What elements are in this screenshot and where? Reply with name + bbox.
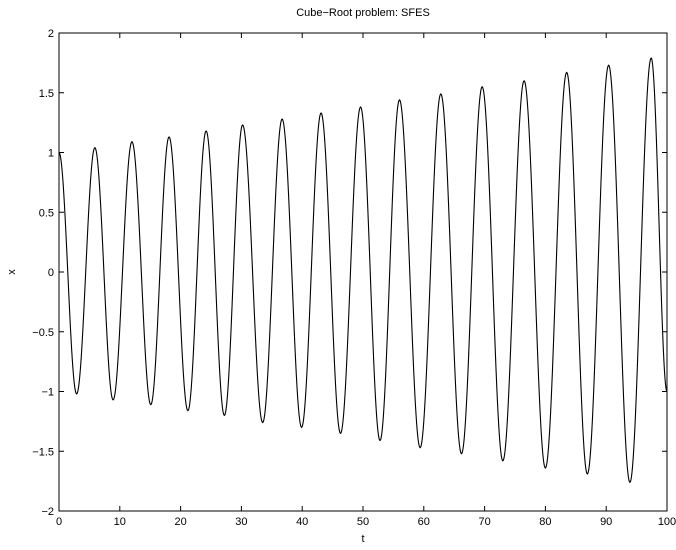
y-tick-label: 1.5 xyxy=(39,88,54,100)
x-tick-label: 20 xyxy=(174,516,186,528)
x-tick-label: 100 xyxy=(658,516,676,528)
y-tick-label: 0 xyxy=(48,267,54,279)
y-tick-label: 2 xyxy=(48,28,54,40)
axis-ticks: 0 10 20 30 40 50 60 70 80 90 100 −2 −1.5 −1 −0.5 0 0.5 1 1… xyxy=(32,28,676,528)
x-tick-label: 10 xyxy=(114,516,126,528)
y-tick-label: 0.5 xyxy=(39,207,54,219)
x-tick-label: 90 xyxy=(600,516,612,528)
plot-area-frame xyxy=(58,32,668,512)
y-tick-label: −1.5 xyxy=(32,446,54,458)
x-tick-label: 60 xyxy=(418,516,430,528)
x-tick-label: 0 xyxy=(56,516,62,528)
x-tick-label: 50 xyxy=(357,516,369,528)
x-tick-label: 70 xyxy=(478,516,490,528)
series-layer xyxy=(58,57,668,484)
y-axis-label: x xyxy=(6,269,18,275)
x-tick-label: 40 xyxy=(296,516,308,528)
y-tick-label: −1 xyxy=(41,387,54,399)
y-tick-label: 1 xyxy=(48,148,54,160)
x-tick-label: 30 xyxy=(235,516,247,528)
x-axis-label: t xyxy=(361,533,364,545)
y-tick-label: −2 xyxy=(41,506,54,518)
x-tick-label: 80 xyxy=(539,516,551,528)
series-line xyxy=(58,57,668,484)
y-tick-label: −0.5 xyxy=(32,327,54,339)
chart-title: Cube−Root problem: SFES xyxy=(296,7,430,19)
